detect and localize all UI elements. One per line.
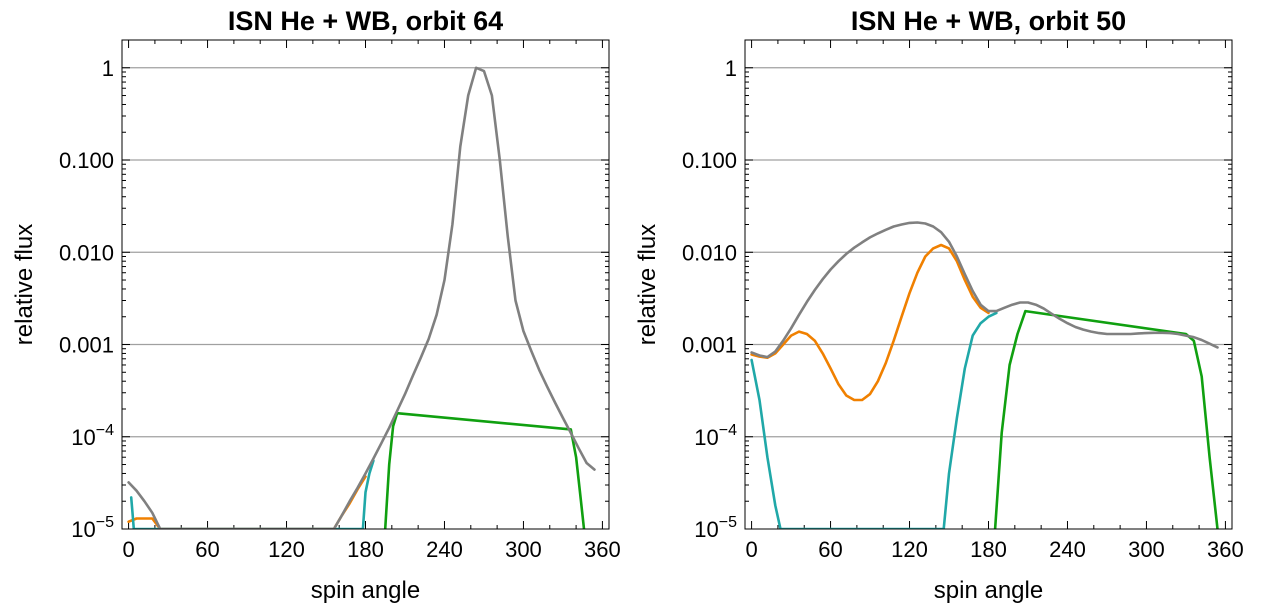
x-tick-label: 300 [505, 537, 542, 562]
x-tick-label: 240 [1049, 537, 1086, 562]
y-tick-label: 0.010 [682, 240, 737, 265]
y-axis-label: relative flux [11, 224, 38, 345]
x-tick-label: 180 [970, 537, 1007, 562]
y-tick-label: 0.001 [59, 333, 114, 358]
x-axis-label: spin angle [934, 577, 1043, 604]
x-tick-label: 0 [745, 537, 757, 562]
x-tick-label: 120 [268, 537, 305, 562]
y-tick-label: 10−5 [694, 514, 737, 542]
y-tick-label: 0.010 [59, 240, 114, 265]
x-axis-label: spin angle [311, 577, 420, 604]
series-line [129, 459, 375, 529]
series-line [750, 243, 990, 402]
series-line [127, 66, 596, 529]
y-axis-label: relative flux [634, 224, 661, 345]
x-tick-label: 60 [818, 537, 842, 562]
y-tick-label: 0.001 [682, 333, 737, 358]
x-tick-label: 180 [347, 537, 384, 562]
y-tick-label: 1 [725, 56, 737, 81]
plot-frame [121, 39, 610, 530]
series-line [127, 475, 367, 529]
x-tick-label: 300 [1128, 537, 1165, 562]
chart-title: ISN He + WB, orbit 50 [851, 6, 1126, 36]
series-group [750, 221, 1219, 529]
y-tick-label: 0.100 [59, 148, 114, 173]
chart-panel-orbit-50: 10−5 10−4 0.001 0.010 0.100 1 0 60 120 180 240 300 3… [634, 6, 1244, 604]
x-tick-label: 0 [122, 537, 134, 562]
y-tick-label: 10−4 [71, 422, 114, 450]
series-line [993, 309, 1219, 529]
series-line [383, 411, 586, 529]
x-tick-label: 360 [584, 537, 621, 562]
series-line [750, 221, 1219, 359]
y-tick-label: 10−5 [71, 514, 114, 542]
y-tick-label: 0.100 [682, 148, 737, 173]
chart-panel-orbit-64: 10−5 10−4 0.001 0.010 0.100 1 0 60 120 180 240 300 3… [11, 6, 621, 604]
x-tick-label: 60 [195, 537, 219, 562]
series-group [127, 66, 596, 529]
x-tick-label: 240 [426, 537, 463, 562]
chart-title: ISN He + WB, orbit 64 [228, 6, 503, 36]
x-tick-label: 360 [1207, 537, 1244, 562]
plot-frame [744, 39, 1233, 530]
series-line [750, 311, 998, 529]
y-tick-label: 1 [102, 56, 114, 81]
x-tick-label: 120 [891, 537, 928, 562]
y-tick-label: 10−4 [694, 422, 737, 450]
